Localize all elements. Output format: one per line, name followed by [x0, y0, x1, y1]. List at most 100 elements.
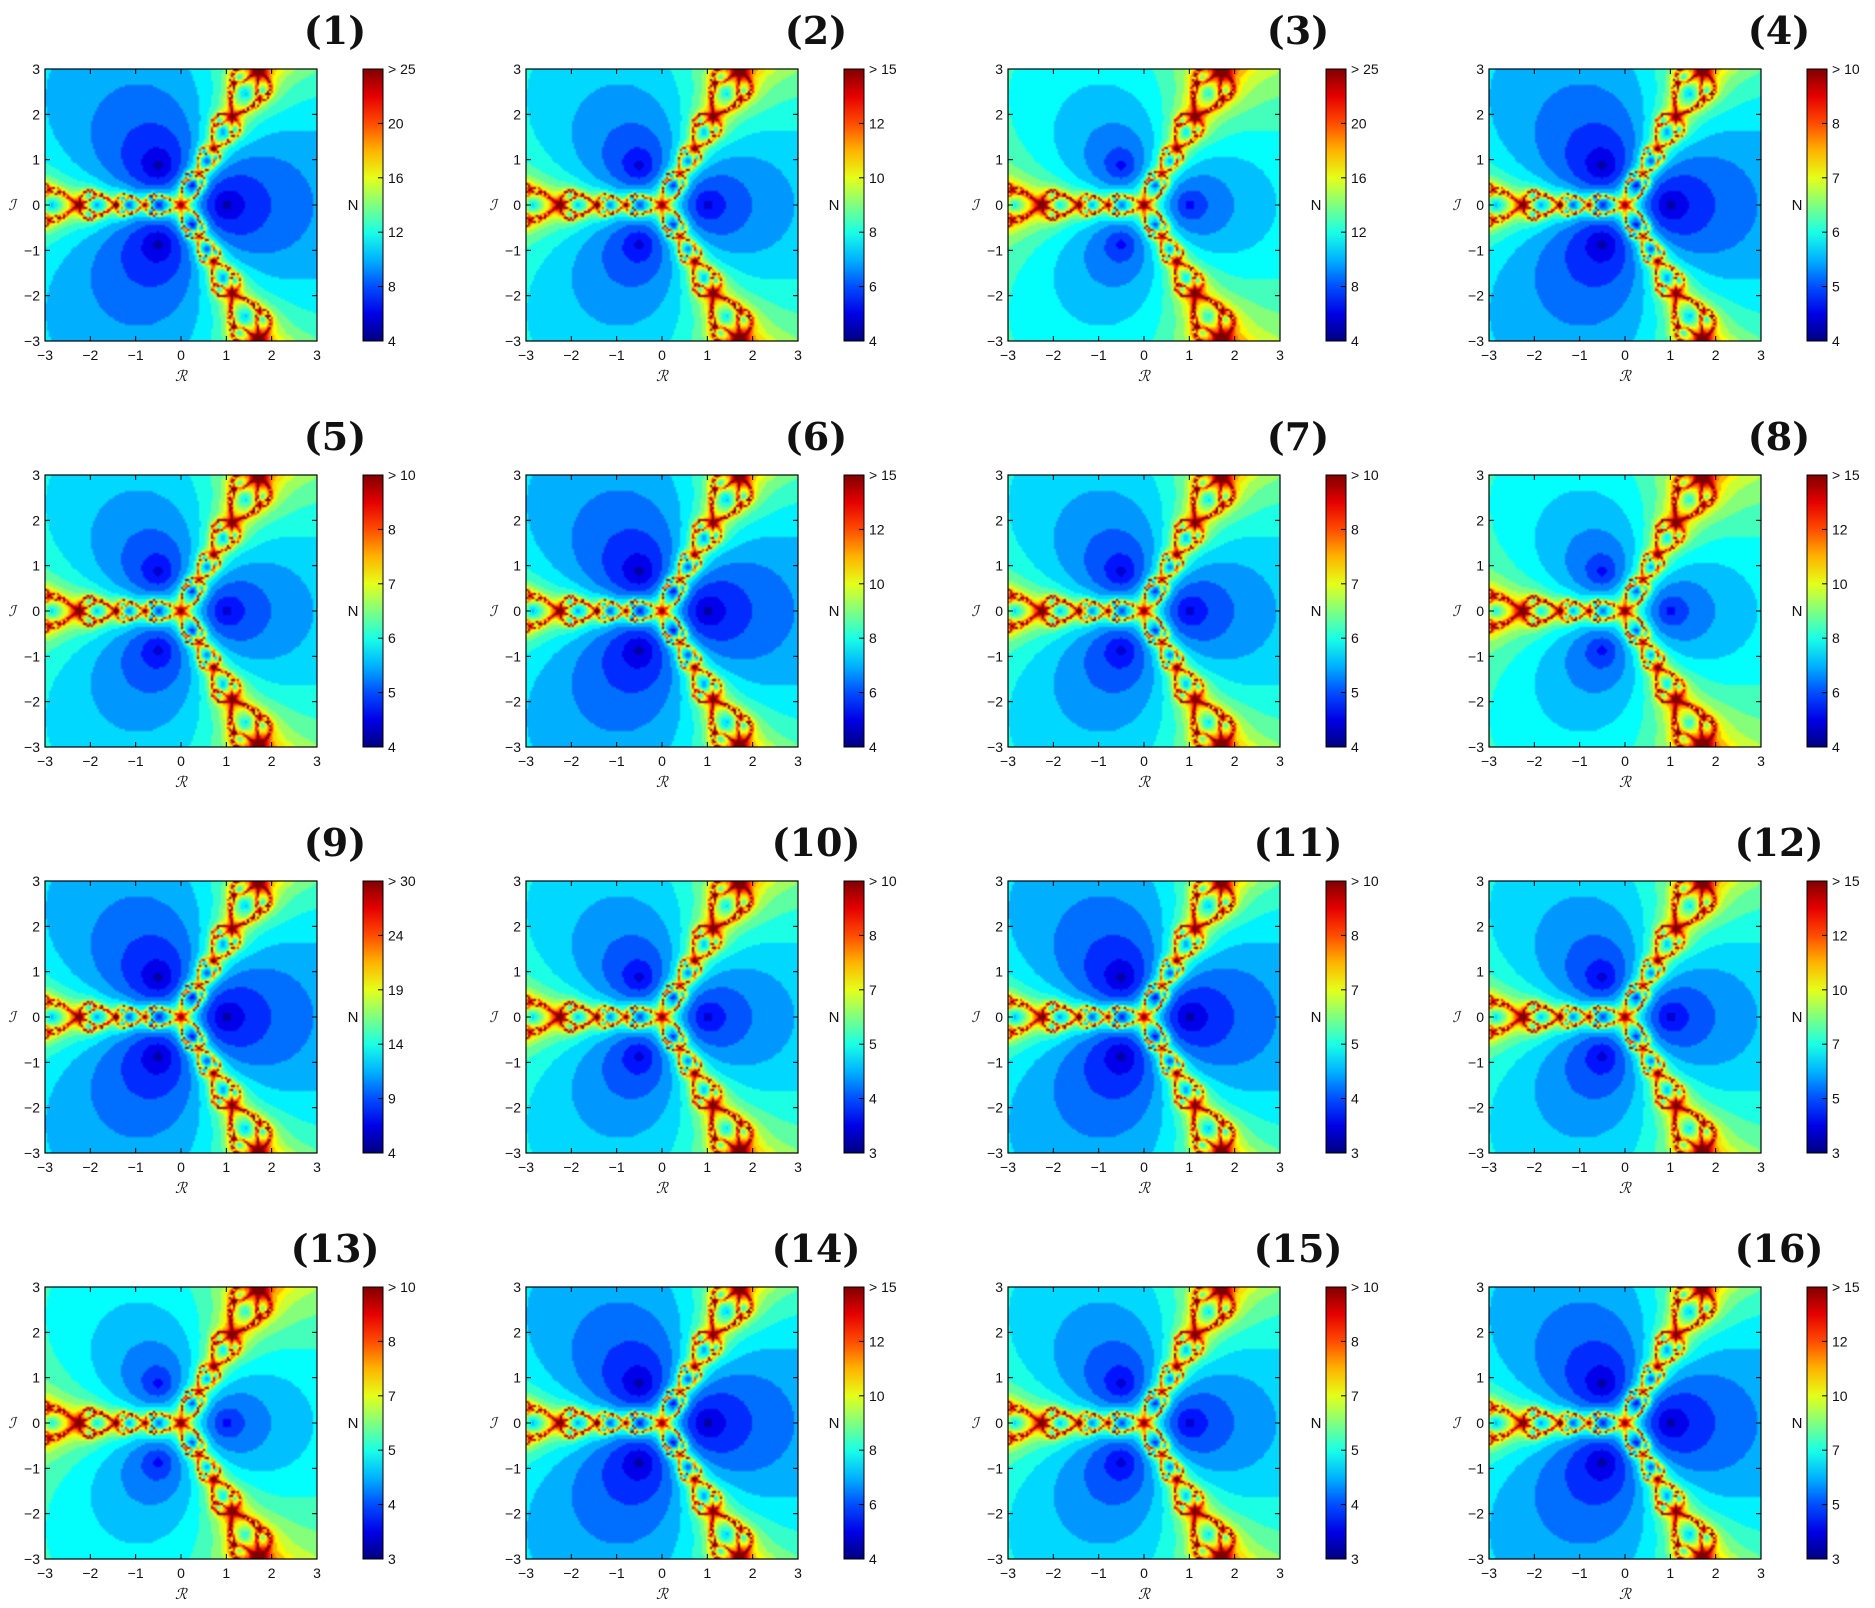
colorbar-label: N: [1792, 1415, 1803, 1432]
x-tick-label: 3: [1276, 753, 1284, 769]
colorbar-tick-label: > 15: [869, 61, 897, 77]
y-tick-label: 2: [32, 1324, 40, 1340]
colorbar-tick-label: 4: [1351, 1091, 1359, 1107]
x-tick-label: −1: [128, 1159, 144, 1175]
colorbar-tick-label: 4: [1351, 739, 1359, 755]
colorbar-tick-label: > 10: [1351, 1279, 1379, 1295]
x-tick-label: −1: [609, 753, 625, 769]
colorbar-label: N: [348, 1009, 359, 1026]
y-tick-label: −3: [1468, 1551, 1484, 1567]
colorbar-label: N: [1311, 1009, 1322, 1026]
y-tick-label: 2: [513, 918, 521, 934]
y-tick-label: 3: [995, 873, 1003, 889]
x-tick-label: −2: [1045, 1565, 1061, 1581]
y-tick-label: −2: [505, 288, 521, 304]
colorbar-tick-label: 8: [869, 224, 877, 240]
colorbar-tick-label: 12: [388, 224, 404, 240]
y-tick-label: 0: [513, 603, 521, 619]
basin-heatmap: [526, 881, 798, 1153]
x-tick-label: 3: [313, 753, 321, 769]
y-tick-label: −2: [505, 1506, 521, 1522]
colorbar: [1806, 68, 1828, 342]
panel-title: (15): [1254, 1226, 1343, 1271]
y-axis-label: ℐ: [971, 602, 981, 620]
x-tick-label: 0: [1140, 1159, 1148, 1175]
colorbar: [362, 68, 384, 342]
colorbar-tick-label: 16: [388, 170, 404, 186]
y-axis-label: ℐ: [1452, 1008, 1462, 1026]
colorbar-tick-label: 4: [1351, 1497, 1359, 1513]
colorbar-tick-label: 6: [388, 630, 396, 646]
x-tick-label: 1: [1666, 1159, 1674, 1175]
x-axis-label: ℛ: [656, 773, 669, 791]
colorbar-tick-label: 8: [1351, 927, 1359, 943]
y-axis-label: ℐ: [8, 602, 18, 620]
basin-heatmap: [1489, 69, 1761, 341]
x-tick-label: −1: [1572, 1159, 1588, 1175]
panel-11: (11) −3 −2 −1 0 1 2 3 −3 −2 −1 0 1 2 3 ℛ ℐ 3 4 5 7 8 > 10 N: [971, 820, 1378, 1197]
x-tick-label: −2: [1045, 753, 1061, 769]
colorbar-tick-label: 5: [388, 1442, 396, 1458]
y-axis-label: ℐ: [489, 602, 499, 620]
y-tick-label: 1: [1476, 558, 1484, 574]
colorbar: [1325, 474, 1347, 748]
colorbar-tick-label: 3: [1832, 1551, 1840, 1567]
y-tick-label: −2: [505, 1100, 521, 1116]
y-tick-label: 1: [1476, 964, 1484, 980]
panel-title: (8): [1748, 414, 1810, 459]
x-tick-label: 2: [749, 1159, 757, 1175]
x-tick-label: 0: [177, 1159, 185, 1175]
y-tick-label: 1: [995, 964, 1003, 980]
x-tick-label: 0: [658, 1565, 666, 1581]
colorbar-tick-label: 6: [1832, 685, 1840, 701]
y-tick-label: 0: [995, 1009, 1003, 1025]
x-tick-label: 1: [703, 1159, 711, 1175]
x-tick-label: −2: [563, 1565, 579, 1581]
y-tick-label: 2: [995, 106, 1003, 122]
x-axis-label: ℛ: [175, 1179, 188, 1197]
y-tick-label: −2: [24, 694, 40, 710]
colorbar-tick-label: 12: [1832, 521, 1848, 537]
y-tick-label: −2: [1468, 694, 1484, 710]
colorbar-tick-label: 4: [869, 1091, 877, 1107]
colorbar-tick-label: 6: [869, 685, 877, 701]
y-tick-label: 3: [995, 61, 1003, 77]
colorbar-tick-label: > 15: [869, 1279, 897, 1295]
colorbar-tick-label: 10: [869, 170, 885, 186]
y-tick-label: −2: [24, 1506, 40, 1522]
colorbar-tick-label: > 30: [388, 873, 416, 889]
x-tick-label: 1: [222, 347, 230, 363]
colorbar: [1325, 880, 1347, 1154]
x-tick-label: 3: [313, 1565, 321, 1581]
colorbar-tick-label: 10: [1832, 576, 1848, 592]
x-tick-label: 1: [1666, 1565, 1674, 1581]
y-tick-label: −2: [24, 288, 40, 304]
x-tick-label: −3: [1000, 1159, 1016, 1175]
y-tick-label: −3: [505, 1145, 521, 1161]
x-axis-label: ℛ: [175, 773, 188, 791]
colorbar-label: N: [829, 197, 840, 214]
x-tick-label: −1: [1572, 753, 1588, 769]
x-tick-label: 0: [1140, 753, 1148, 769]
colorbar-tick-label: 4: [869, 1551, 877, 1567]
x-tick-label: 2: [268, 753, 276, 769]
colorbar-tick-label: 16: [1351, 170, 1367, 186]
panel-13: (13) −3 −2 −1 0 1 2 3 −3 −2 −1 0 1 2 3 ℛ ℐ 3 4 5 7 8 > 10 N: [8, 1226, 415, 1603]
panel-title: (11): [1254, 820, 1343, 865]
panel-title: (4): [1748, 8, 1810, 53]
x-tick-label: 1: [222, 753, 230, 769]
colorbar-tick-label: 8: [1832, 115, 1840, 131]
colorbar-tick-label: 8: [388, 279, 396, 295]
x-tick-label: 0: [1140, 1565, 1148, 1581]
y-tick-label: 2: [513, 1324, 521, 1340]
x-tick-label: −2: [82, 753, 98, 769]
colorbar: [1325, 1286, 1347, 1560]
panel-title: (9): [304, 820, 366, 865]
colorbar-tick-label: 8: [1351, 521, 1359, 537]
y-tick-label: 0: [1476, 1415, 1484, 1431]
x-tick-label: −1: [609, 347, 625, 363]
x-tick-label: 2: [1712, 1159, 1720, 1175]
colorbar-tick-label: 4: [1832, 739, 1840, 755]
y-tick-label: 2: [32, 918, 40, 934]
